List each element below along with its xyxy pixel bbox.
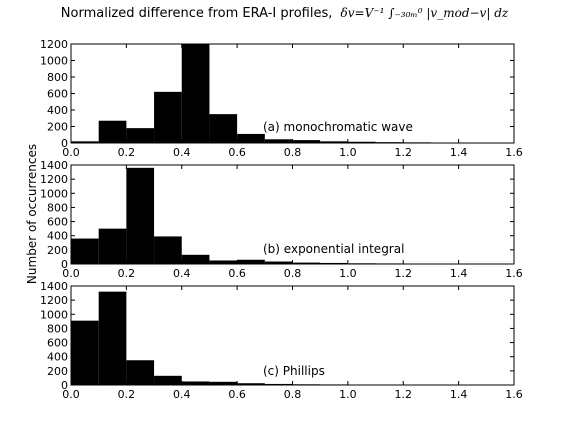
chart-title-text: Normalized difference from ERA-I profile… xyxy=(60,6,333,21)
x-tick-label: 1.0 xyxy=(339,267,357,280)
x-tick-label: 0.6 xyxy=(228,267,246,280)
histogram-bar xyxy=(264,139,293,143)
histogram-bar xyxy=(154,236,182,264)
y-tick-label: 1400 xyxy=(40,159,68,172)
x-tick-label: 0.8 xyxy=(284,267,302,280)
y-tick-label: 400 xyxy=(47,104,68,117)
x-tick-label: 0.6 xyxy=(228,388,246,401)
histogram-bar xyxy=(71,238,99,264)
x-tick-label: 0.8 xyxy=(284,388,302,401)
x-tick-label: 0.0 xyxy=(62,146,80,159)
x-tick-label: 1.6 xyxy=(505,267,523,280)
y-tick-label: 800 xyxy=(47,322,68,335)
x-tick-label: 0.0 xyxy=(62,388,80,401)
histogram-bar xyxy=(320,262,348,264)
histogram-bar xyxy=(292,140,321,143)
x-tick-label: 1.2 xyxy=(395,388,413,401)
y-tick-label: 600 xyxy=(47,216,68,229)
y-tick-label: 400 xyxy=(47,230,68,243)
histogram-bar xyxy=(264,261,293,264)
y-tick-label: 0 xyxy=(61,258,68,271)
x-tick-label: 0.8 xyxy=(284,146,302,159)
histogram-bar xyxy=(98,120,127,143)
histogram-bar xyxy=(209,381,238,385)
histogram-bar xyxy=(347,141,376,143)
histogram-bar xyxy=(181,44,210,143)
histogram-bar xyxy=(126,167,155,264)
histogram-bar xyxy=(71,320,99,385)
y-tick-label: 1000 xyxy=(40,308,68,321)
x-tick-label: 1.4 xyxy=(450,267,468,280)
panel-label: (b) exponential integral xyxy=(263,242,404,256)
histogram-bar xyxy=(292,262,321,264)
histogram-bar xyxy=(237,383,265,385)
histogram-bar xyxy=(181,381,210,385)
x-tick-label: 1.0 xyxy=(339,388,357,401)
x-tick-label: 0.2 xyxy=(118,267,136,280)
x-tick-label: 1.0 xyxy=(339,146,357,159)
y-tick-label: 800 xyxy=(47,71,68,84)
chart-title: Normalized difference from ERA-I profile… xyxy=(0,6,569,21)
histogram-bar xyxy=(237,259,265,264)
histogram-bar xyxy=(320,141,348,143)
histogram-bar xyxy=(181,254,210,264)
histogram-bar xyxy=(71,141,99,143)
panel-1: 0.0 0.2 0.4 0.6 0.8 1.0 1.2 1.4 1.6 0 200 400 600 800… xyxy=(40,38,523,159)
y-tick-label: 0 xyxy=(61,137,68,150)
x-tick-label: 0.4 xyxy=(173,146,191,159)
y-axis-label: Number of occurrences xyxy=(25,144,39,284)
x-tick-label: 1.2 xyxy=(395,146,413,159)
y-tick-label: 1200 xyxy=(40,173,68,186)
y-tick-label: 1400 xyxy=(40,280,68,293)
histogram-bar xyxy=(209,260,238,264)
y-tick-label: 200 xyxy=(47,365,68,378)
y-tick-label: 800 xyxy=(47,201,68,214)
y-tick-label: 600 xyxy=(47,337,68,350)
x-tick-label: 0.4 xyxy=(173,388,191,401)
panel-label: (c) Phillips xyxy=(263,364,325,378)
y-tick-label: 600 xyxy=(47,88,68,101)
x-tick-label: 0.2 xyxy=(118,146,136,159)
x-tick-label: 1.6 xyxy=(505,388,523,401)
y-tick-label: 200 xyxy=(47,244,68,257)
histogram-bar xyxy=(154,375,182,385)
y-tick-label: 1200 xyxy=(40,38,68,51)
histogram-bar xyxy=(237,133,265,143)
y-tick-label: 400 xyxy=(47,351,68,364)
x-tick-label: 0.4 xyxy=(173,267,191,280)
y-tick-label: 1000 xyxy=(40,55,68,68)
x-tick-label: 1.4 xyxy=(450,388,468,401)
histogram-bar xyxy=(98,228,127,264)
histogram-bar xyxy=(126,360,155,385)
x-tick-label: 0.2 xyxy=(118,388,136,401)
histogram-bar xyxy=(126,128,155,143)
x-tick-label: 1.6 xyxy=(505,146,523,159)
chart-title-formula: δv=V⁻¹ ∫₋₃₀ₘ⁰ |v_mod−v| dz xyxy=(340,6,509,20)
y-tick-label: 200 xyxy=(47,121,68,134)
panel-label: (a) monochromatic wave xyxy=(263,120,413,134)
y-tick-label: 0 xyxy=(61,379,68,392)
x-tick-label: 1.2 xyxy=(395,267,413,280)
y-tick-label: 1200 xyxy=(40,294,68,307)
histogram-bar xyxy=(209,114,238,143)
y-tick-label: 1000 xyxy=(40,187,68,200)
histogram-bar xyxy=(264,383,293,385)
histogram-bar xyxy=(98,291,127,385)
x-tick-label: 0.0 xyxy=(62,267,80,280)
histogram-bar xyxy=(154,91,182,143)
x-tick-label: 1.4 xyxy=(450,146,468,159)
x-tick-label: 0.6 xyxy=(228,146,246,159)
